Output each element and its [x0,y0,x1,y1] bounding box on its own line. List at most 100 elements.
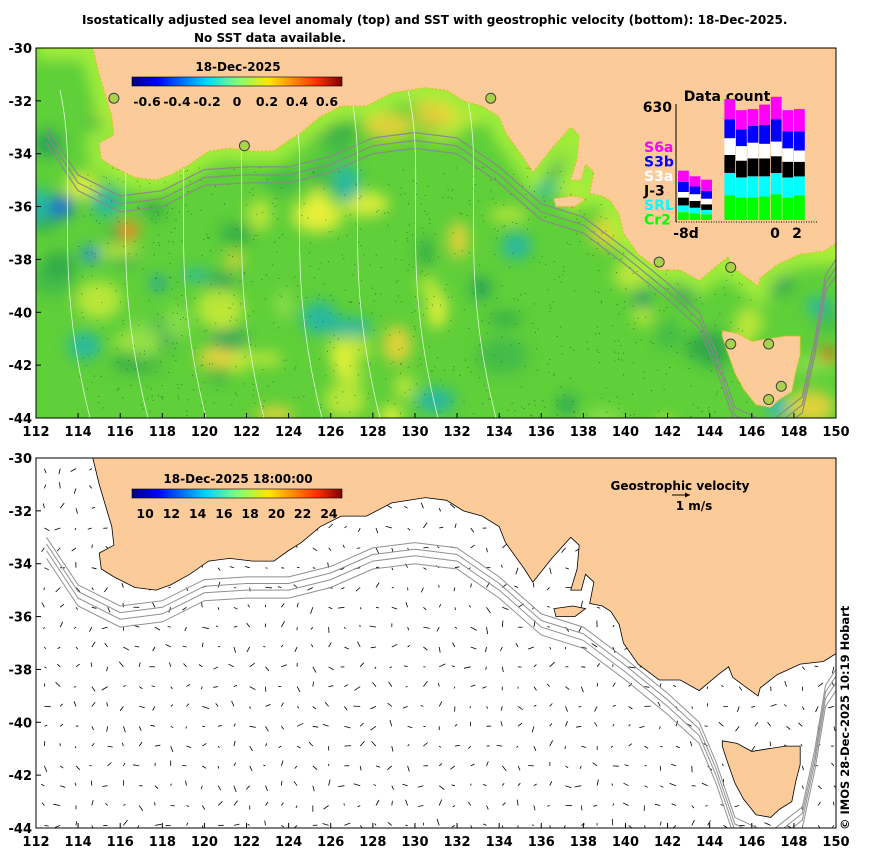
data-count-bar [689,201,701,208]
data-count-bar [678,212,689,220]
lon-tick-label: 146 [738,835,765,850]
data-count-bar [770,194,782,220]
data-count-bar [747,197,759,220]
lon-tick-label: 130 [401,425,428,440]
lon-tick-label: 120 [191,835,218,850]
lon-tick-label: 148 [780,425,807,440]
colorbar-tick-label: 24 [320,506,338,521]
lon-tick-label: 120 [191,425,218,440]
sst-velocity-map [36,458,836,828]
lon-tick-label: 142 [654,425,681,440]
lon-tick-label: 140 [612,425,639,440]
map-axes: 112 114 116 118 120 122 124 126 128 130 132 134 136 1… [9,42,850,850]
lat-tick-label: -44 [9,822,33,837]
lon-tick-label: 142 [654,835,681,850]
chart-title-line1: Isostatically adjusted sea level anomaly… [82,13,788,27]
sla-land-mask [36,48,836,409]
data-count-bar [724,138,736,155]
data-count-bar [701,214,712,220]
sla-stipple [78,167,752,418]
data-count-bar [770,141,782,157]
colorbar-tick-label: -0.2 [193,94,220,109]
lon-tick-label: 122 [233,425,260,440]
velocity-legend-title: Geostrophic velocity [611,479,750,493]
data-count-bar [759,176,770,197]
sst-colorbar: 18-Dec-2025 18:00:00 10 12 14 16 18 20 22 24 [131,472,343,521]
sst-colorbar-bar [131,488,343,499]
data-count-bar [689,176,701,187]
data-count-bar [689,186,701,195]
data-count-bar [770,119,782,142]
data-count-bar [759,158,770,177]
data-count-bar [701,179,712,191]
data-count-bar [678,181,689,192]
data-count-bar [794,150,805,162]
lon-tick-label: 114 [65,835,92,850]
lon-tick-label: 132 [443,425,470,440]
data-count-ymax: 630 [643,100,672,116]
lat-tick-label: -42 [9,359,33,374]
lat-tick-label: -34 [9,558,33,573]
lon-tick-label: 112 [22,835,49,850]
lat-tick-label: -30 [9,452,33,467]
data-count-bar [724,119,736,139]
lon-tick-label: 130 [401,835,428,850]
sla-map [36,48,836,418]
lat-tick-label: -38 [9,253,33,268]
data-count-title: Data count [684,89,771,105]
data-count-bar [736,110,747,130]
sla-map-frame [35,47,837,419]
data-count-bar [736,146,747,161]
lon-tick-label: 138 [570,425,597,440]
satellite-label: S3a [644,169,673,185]
data-count-bar [701,190,712,199]
sst-land-mask [36,458,836,818]
tide-gauge-markers [108,92,787,405]
lon-tick-label: 148 [780,835,807,850]
data-count-bar [736,197,747,220]
data-count-bar [701,198,712,205]
lon-tick-label: 126 [317,425,344,440]
data-count-bar [701,204,712,210]
data-count-bar [724,99,736,120]
data-count-bar [782,148,794,162]
lon-tick-label: 136 [528,835,555,850]
satellite-label: J-3 [643,184,665,200]
data-count-bar [794,176,805,196]
lat-tick-label: -38 [9,663,33,678]
satellite-label: S6a [644,140,673,156]
data-count-bar [782,110,794,132]
data-count-bar [770,173,782,195]
data-count-x-label: 0 [770,226,780,242]
lat-tick-label: -40 [9,716,33,731]
data-count-bar [794,131,805,151]
lat-tick-label: -32 [9,95,33,110]
data-count-bar [689,194,701,201]
colorbar-tick-label: -0.6 [133,94,161,109]
satellite-label: S3b [644,155,674,171]
copyright-text: © IMOS 28-Dec-2025 10:19 Hobart [838,605,852,830]
data-count-bar [678,192,689,198]
lon-tick-label: 136 [528,425,555,440]
lat-tick-label: -40 [9,306,33,321]
data-count-bar [701,209,712,215]
data-count-bar [678,197,689,206]
lon-tick-label: 140 [612,835,639,850]
lon-tick-label: 128 [359,425,386,440]
colorbar-tick-label: 0.4 [286,94,308,109]
data-count-bar [794,195,805,220]
data-count-bar [770,156,782,173]
colorbar-tick-label: 12 [163,506,180,521]
lon-tick-label: 146 [738,425,765,440]
satellite-label: SRL [644,198,674,214]
data-count-bar [736,129,747,147]
colorbar-tick-label: 14 [189,506,207,521]
lat-tick-label: -42 [9,769,33,784]
data-count-bar [759,143,770,159]
lon-tick-label: 124 [275,425,302,440]
lat-tick-label: -36 [9,611,33,626]
colorbar-tick-label: 20 [268,506,286,521]
lat-tick-label: -32 [9,505,33,520]
